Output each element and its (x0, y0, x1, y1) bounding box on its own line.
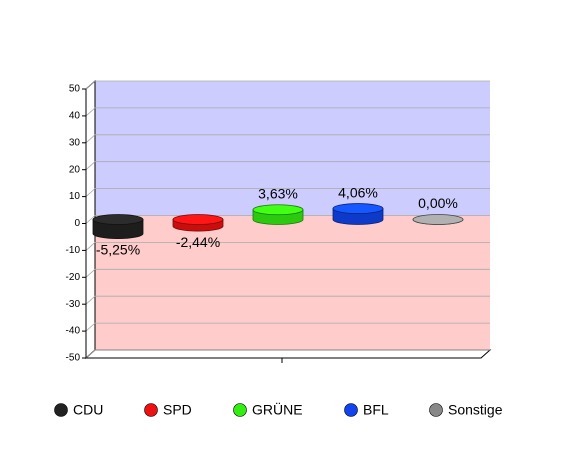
grid-line (85, 134, 490, 144)
value-label: 0,00% (418, 195, 458, 211)
y-tick-label: -30 (66, 299, 81, 310)
grid-line (85, 107, 490, 117)
grid-line (85, 241, 490, 251)
legend-swatch (233, 403, 247, 417)
legend-swatch (144, 403, 158, 417)
y-tick-label: -40 (66, 326, 81, 337)
cylinder-top (172, 214, 224, 225)
bar (252, 204, 304, 225)
cylinder-top (332, 203, 384, 214)
grid-line (85, 80, 490, 90)
wall-negative (95, 215, 490, 350)
value-label: 4,06% (338, 184, 378, 200)
value-label: -5,25% (96, 241, 140, 257)
grid-line (85, 322, 490, 332)
value-label: -2,44% (176, 234, 220, 250)
legend-label: GRÜNE (252, 401, 303, 418)
y-tick-label: -20 (66, 272, 81, 283)
grid-line (85, 268, 490, 278)
y-tick-label: 50 (69, 84, 81, 95)
cylinder-top (412, 214, 464, 225)
grid-line (85, 349, 490, 359)
legend-swatch (429, 403, 443, 417)
floor (84, 349, 492, 359)
bar (92, 214, 144, 240)
value-label: 3,63% (258, 185, 298, 201)
legend-swatch (54, 403, 68, 417)
y-tick-label: 0 (74, 218, 80, 229)
legend-label: CDU (73, 402, 103, 418)
legend-label: Sonstige (448, 402, 503, 418)
bar (172, 214, 224, 232)
y-tick-label: -10 (66, 245, 81, 256)
y-tick-label: 20 (69, 164, 81, 175)
y-tick-label: 30 (69, 137, 81, 148)
bar (412, 214, 464, 225)
cylinder-body (92, 219, 144, 240)
bar (332, 203, 384, 225)
legend-label: BFL (363, 402, 389, 418)
cylinder-top (92, 214, 144, 225)
y-tick-label: 40 (69, 111, 81, 122)
grid-line (85, 161, 490, 170)
y-tick-label: -50 (66, 353, 81, 364)
y-tick-label: 10 (69, 191, 81, 202)
grid-line (85, 295, 490, 305)
cylinder-top (252, 204, 304, 216)
legend-swatch (344, 403, 358, 417)
grid-line (85, 188, 490, 197)
legend-label: SPD (163, 402, 192, 418)
wall-positive (95, 81, 490, 216)
